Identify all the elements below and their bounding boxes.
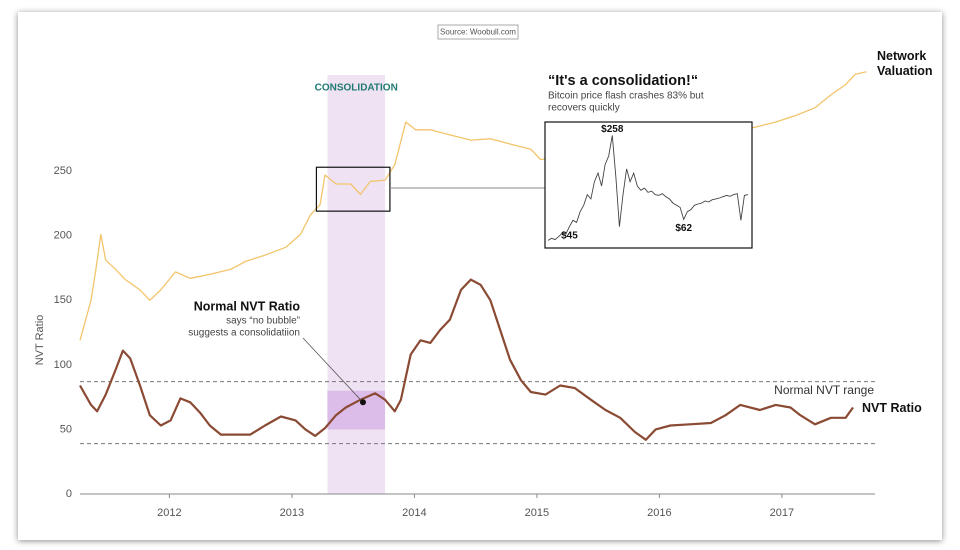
x-tick-label: 2014	[402, 507, 426, 519]
y-tick-label: 250	[54, 165, 72, 177]
x-tick-label: 2012	[157, 507, 181, 519]
source-box	[437, 24, 519, 40]
y-axis-label: NVT Ratio	[34, 315, 46, 366]
source: Source: Woobull.com	[440, 28, 516, 37]
callout-line	[302, 337, 364, 403]
series-line	[79, 278, 854, 441]
inset-label: $62	[675, 223, 692, 234]
inset-box	[544, 121, 753, 249]
y-tick-label: 50	[60, 423, 72, 435]
series-label: Network Valuation	[877, 49, 933, 78]
inset-subtitle: Bitcoin price flash crashes 83% but	[548, 91, 704, 102]
annotation-text: suggests a consolidatiion	[188, 328, 300, 339]
y-tick-label: 150	[54, 294, 72, 306]
annotation-text: says “no bubble”	[226, 316, 300, 327]
x-tick-label: 2017	[770, 507, 794, 519]
annotation-title: Normal NVT Ratio	[194, 299, 301, 313]
annotation-point	[359, 399, 366, 406]
reference-label: Normal NVT range	[774, 383, 874, 397]
inset-label: $45	[561, 230, 578, 241]
x-tick-label: 2013	[280, 507, 304, 519]
consolidation-band	[327, 75, 386, 494]
series-label: NVT Ratio	[862, 401, 922, 415]
x-tick-label: 2016	[647, 507, 671, 519]
inset-line	[547, 135, 749, 241]
y-tick-label: 0	[66, 488, 72, 500]
band-label: CONSOLIDATION	[315, 83, 398, 94]
y-tick-label: 200	[54, 230, 72, 242]
inset-label: $258	[601, 124, 624, 135]
inset-subtitle: recovers quickly	[548, 103, 620, 114]
highlight-box	[327, 390, 386, 430]
inset-title: “It's a consolidation!“	[548, 73, 698, 89]
y-tick-label: 100	[54, 359, 72, 371]
x-tick-label: 2015	[525, 507, 549, 519]
zoom-box	[315, 166, 391, 212]
